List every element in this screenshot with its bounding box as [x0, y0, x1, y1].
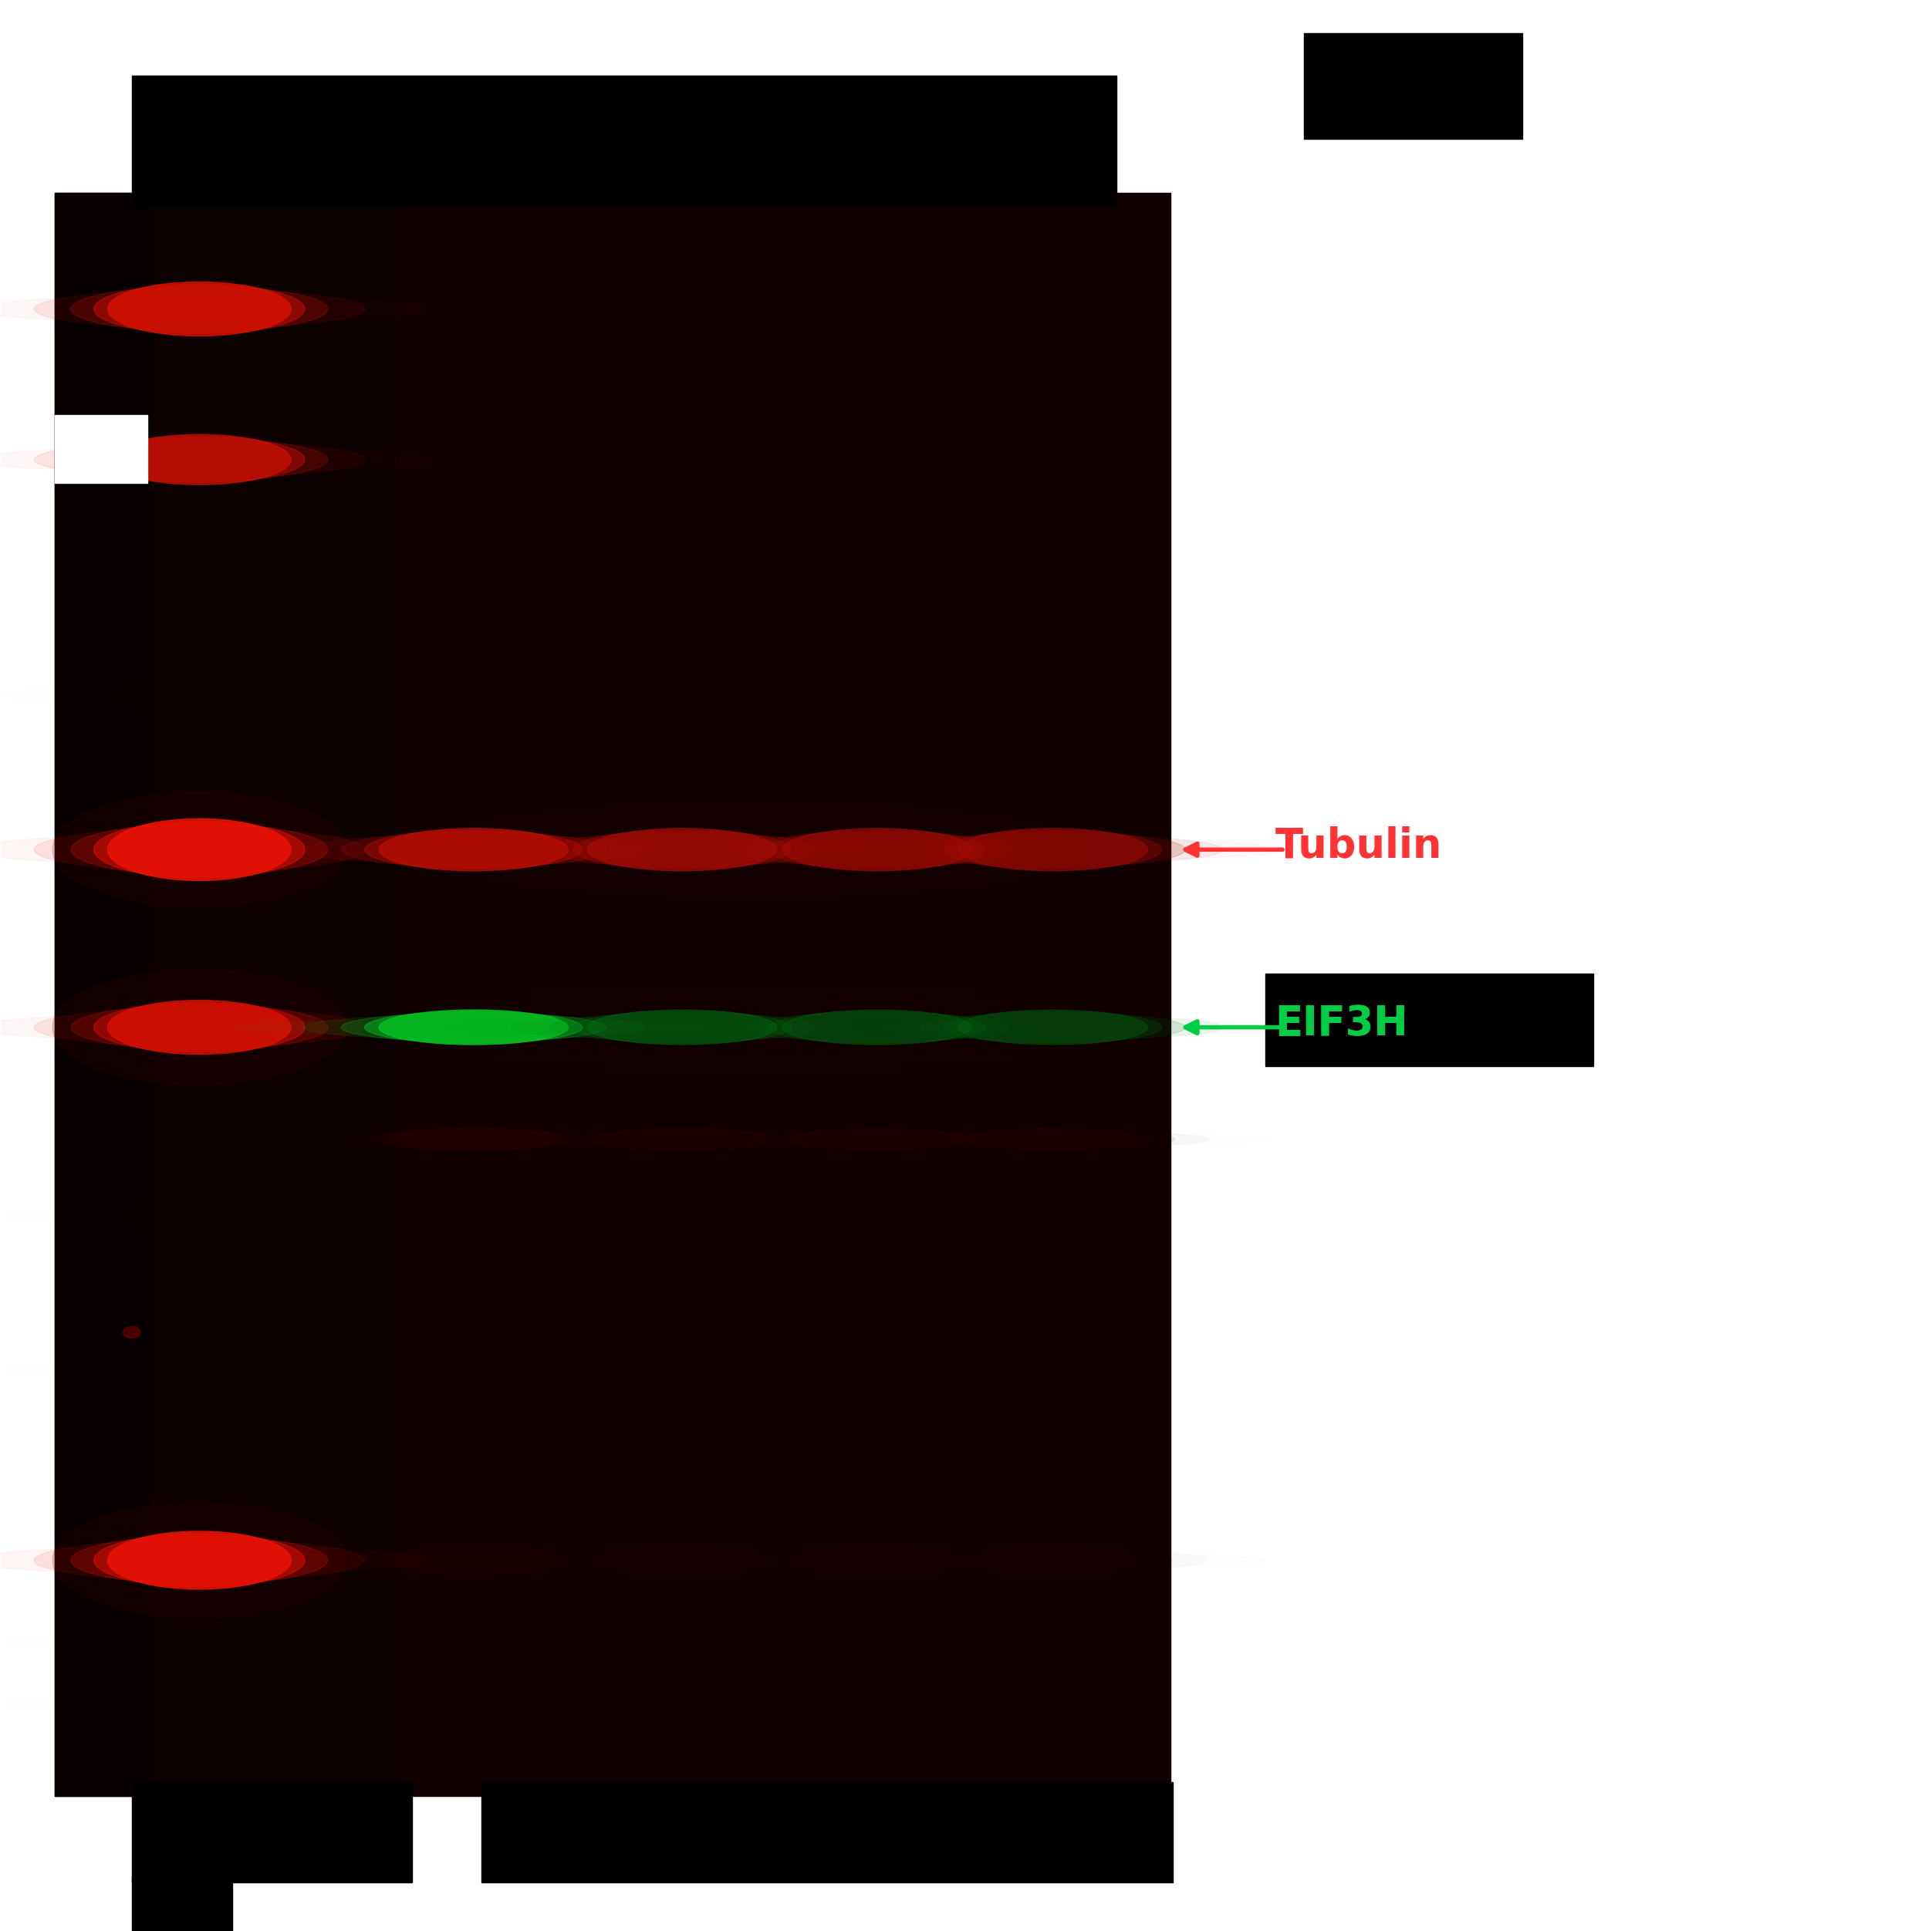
- Ellipse shape: [769, 1012, 985, 1043]
- Bar: [481, 1782, 1173, 1883]
- Ellipse shape: [945, 1012, 1161, 1043]
- Ellipse shape: [354, 1547, 593, 1574]
- Ellipse shape: [954, 1547, 1151, 1574]
- Bar: [131, 1877, 232, 1931]
- Ellipse shape: [110, 1356, 290, 1386]
- Ellipse shape: [769, 830, 985, 869]
- Ellipse shape: [583, 1547, 781, 1574]
- Ellipse shape: [35, 826, 365, 873]
- Ellipse shape: [707, 834, 1047, 865]
- Ellipse shape: [95, 1533, 305, 1587]
- Ellipse shape: [365, 1012, 582, 1043]
- Ellipse shape: [792, 1545, 962, 1576]
- Ellipse shape: [35, 442, 365, 477]
- Ellipse shape: [122, 1199, 278, 1234]
- Ellipse shape: [71, 1004, 328, 1050]
- Bar: [54, 193, 1171, 1796]
- Ellipse shape: [595, 1128, 769, 1151]
- Ellipse shape: [415, 801, 1092, 898]
- Ellipse shape: [303, 834, 643, 865]
- Ellipse shape: [920, 832, 1186, 867]
- Ellipse shape: [342, 1012, 607, 1043]
- Ellipse shape: [549, 1012, 815, 1043]
- Ellipse shape: [71, 286, 328, 332]
- Text: EIF3H: EIF3H: [1275, 1004, 1408, 1043]
- Ellipse shape: [352, 1130, 595, 1149]
- Ellipse shape: [587, 1010, 777, 1045]
- Ellipse shape: [574, 830, 790, 869]
- Ellipse shape: [386, 1128, 560, 1151]
- Ellipse shape: [95, 284, 305, 334]
- Text: EIF3H: EIF3H: [1275, 1004, 1408, 1043]
- Ellipse shape: [71, 825, 328, 875]
- Bar: [1304, 33, 1522, 139]
- Ellipse shape: [958, 1010, 1148, 1045]
- Ellipse shape: [108, 282, 292, 336]
- Ellipse shape: [782, 828, 972, 871]
- Ellipse shape: [122, 678, 278, 713]
- Ellipse shape: [110, 1626, 290, 1657]
- Ellipse shape: [966, 1128, 1140, 1151]
- Ellipse shape: [35, 1539, 365, 1581]
- Ellipse shape: [122, 1686, 278, 1721]
- Ellipse shape: [958, 828, 1148, 871]
- Ellipse shape: [512, 834, 852, 865]
- Ellipse shape: [52, 969, 346, 1085]
- Ellipse shape: [560, 1130, 804, 1149]
- Ellipse shape: [122, 1354, 278, 1388]
- Bar: [151, 193, 398, 1796]
- Ellipse shape: [375, 1547, 572, 1574]
- Ellipse shape: [790, 1128, 964, 1151]
- Ellipse shape: [373, 1128, 574, 1151]
- Ellipse shape: [110, 680, 290, 711]
- Ellipse shape: [782, 1010, 972, 1045]
- Ellipse shape: [549, 832, 815, 867]
- Ellipse shape: [931, 1130, 1175, 1149]
- Ellipse shape: [52, 1502, 346, 1618]
- Ellipse shape: [35, 290, 365, 328]
- Ellipse shape: [388, 1545, 558, 1576]
- Ellipse shape: [744, 1012, 1010, 1043]
- Ellipse shape: [574, 1012, 790, 1043]
- Ellipse shape: [582, 1128, 782, 1151]
- Ellipse shape: [35, 1008, 365, 1047]
- Ellipse shape: [952, 1128, 1153, 1151]
- Ellipse shape: [71, 1535, 328, 1585]
- Ellipse shape: [95, 1002, 305, 1052]
- Ellipse shape: [110, 1201, 290, 1232]
- Ellipse shape: [587, 828, 777, 871]
- Ellipse shape: [124, 1327, 141, 1338]
- Ellipse shape: [512, 1016, 852, 1039]
- Ellipse shape: [108, 1531, 292, 1589]
- Ellipse shape: [365, 830, 582, 869]
- Ellipse shape: [379, 828, 568, 871]
- Ellipse shape: [95, 821, 305, 879]
- Ellipse shape: [945, 830, 1161, 869]
- Ellipse shape: [968, 1545, 1138, 1576]
- Ellipse shape: [777, 1128, 978, 1151]
- Ellipse shape: [379, 1010, 568, 1045]
- Bar: [54, 193, 155, 1796]
- Ellipse shape: [303, 1016, 643, 1039]
- Ellipse shape: [883, 834, 1223, 865]
- Ellipse shape: [597, 1545, 767, 1576]
- Ellipse shape: [52, 792, 346, 908]
- Ellipse shape: [920, 1012, 1186, 1043]
- Ellipse shape: [108, 434, 292, 485]
- Bar: [54, 415, 147, 483]
- Ellipse shape: [71, 438, 328, 481]
- Bar: [131, 1782, 412, 1883]
- Ellipse shape: [755, 1130, 999, 1149]
- Ellipse shape: [342, 832, 607, 867]
- Ellipse shape: [779, 1547, 976, 1574]
- Ellipse shape: [108, 1000, 292, 1054]
- Ellipse shape: [744, 832, 1010, 867]
- Text: Tubulin: Tubulin: [1275, 826, 1441, 865]
- Ellipse shape: [122, 1624, 278, 1659]
- Bar: [1265, 973, 1594, 1066]
- Ellipse shape: [95, 436, 305, 483]
- Bar: [131, 75, 1117, 207]
- Ellipse shape: [108, 819, 292, 881]
